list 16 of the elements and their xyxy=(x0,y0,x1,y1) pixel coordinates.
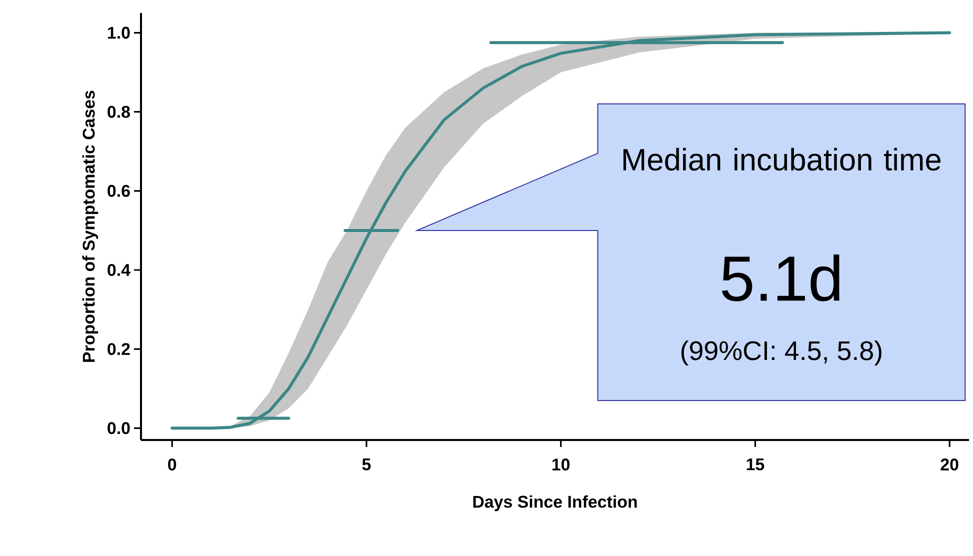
y-tick-label: 0.2 xyxy=(108,343,130,356)
y-axis-title: Proportion of Symptomatic Cases xyxy=(82,90,98,362)
y-tick-label: 1.0 xyxy=(108,26,130,39)
y-tick-label: 0.0 xyxy=(108,422,130,434)
y-tick-label: 0.4 xyxy=(108,264,130,276)
y-tick-label: 0.6 xyxy=(108,184,130,197)
x-axis-title: Days Since Infection xyxy=(473,495,637,512)
x-tick-label: 15 xyxy=(746,458,764,470)
annotation: 5.1d xyxy=(722,254,840,302)
x-tick-label: 5 xyxy=(362,458,371,470)
y-tick-label: 0.8 xyxy=(108,106,130,118)
annotation: Median incubation time xyxy=(623,148,941,171)
annotation: (99%CI: 4.5, 5.8) xyxy=(681,340,882,366)
x-tick-label: 20 xyxy=(940,458,958,471)
x-tick-label: 0 xyxy=(168,458,176,471)
x-tick-label: 10 xyxy=(552,458,570,471)
